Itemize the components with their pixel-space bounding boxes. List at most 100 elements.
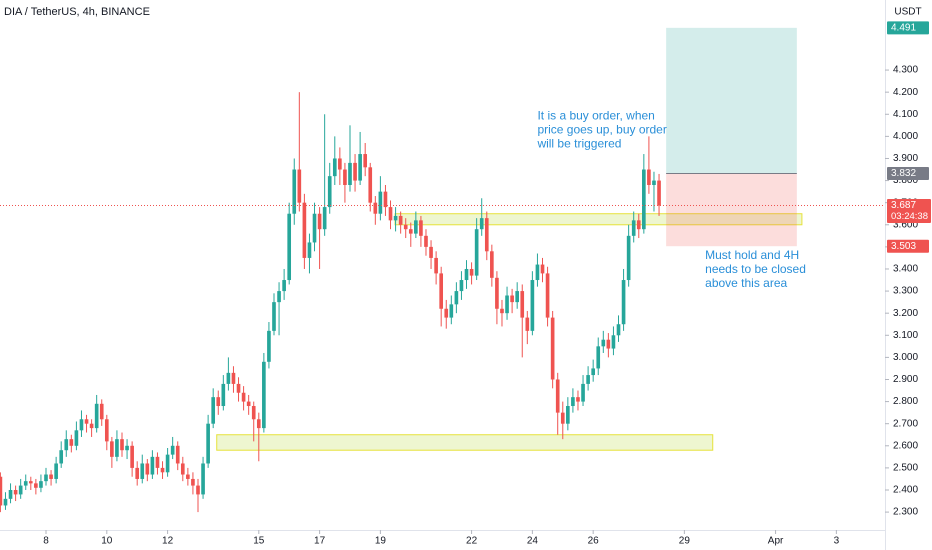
countdown-label: 03:24:38 xyxy=(891,211,928,222)
candle-body xyxy=(59,450,64,464)
candle-body xyxy=(408,229,413,234)
candle-body xyxy=(226,372,231,384)
candle-body xyxy=(251,406,256,420)
x-tick-label: 19 xyxy=(375,536,387,547)
unit-label: USDT xyxy=(894,7,921,18)
candle-body xyxy=(535,264,540,281)
candle-body xyxy=(206,423,210,464)
y-tick-label: 4.000 xyxy=(893,131,918,142)
candle-body xyxy=(576,397,580,402)
y-tick-label: 2.500 xyxy=(893,463,918,474)
annotation-text: It is a buy order, when xyxy=(537,109,654,123)
x-tick-label: 3 xyxy=(834,536,840,547)
candle-body xyxy=(429,246,433,258)
candle-body xyxy=(13,489,18,495)
candle-body xyxy=(94,403,99,429)
stop-label: 3.503 xyxy=(891,241,916,252)
candle-body xyxy=(642,169,646,230)
candle-body xyxy=(464,268,469,281)
candle-body xyxy=(363,154,368,168)
candle-body xyxy=(287,213,292,281)
target-area xyxy=(666,27,797,174)
candle-body xyxy=(155,456,160,468)
stop-label-box xyxy=(887,239,929,253)
y-tick-label: 4.300 xyxy=(893,65,918,76)
candle-body xyxy=(186,474,190,479)
entry-label-box xyxy=(887,166,929,180)
candle-body xyxy=(398,215,403,225)
candle-body xyxy=(292,169,297,214)
candle-body xyxy=(560,412,565,424)
candle-body xyxy=(403,224,408,230)
y-tick-label: 2.600 xyxy=(893,440,918,451)
candle-body xyxy=(327,176,332,208)
annotation-text: Must hold and 4H xyxy=(705,248,799,262)
candle-body xyxy=(343,169,347,185)
candle-body xyxy=(175,445,180,464)
annotation-text: price goes up, buy order xyxy=(537,123,666,137)
candle-body xyxy=(495,277,499,309)
candle-body xyxy=(34,483,38,488)
candle-body xyxy=(652,180,656,185)
candle-body xyxy=(211,397,216,424)
candle-body xyxy=(241,392,246,402)
candle-body xyxy=(145,463,150,475)
annotation-text: needs to be closed xyxy=(705,262,806,276)
candle-body xyxy=(196,485,200,495)
target-label-box xyxy=(887,21,929,35)
candle-body xyxy=(479,218,484,230)
candle-body xyxy=(581,383,585,402)
x-tick-label: Apr xyxy=(768,536,784,547)
candle-body xyxy=(596,346,601,369)
candle-body xyxy=(358,154,362,181)
y-tick-label: 2.400 xyxy=(893,485,918,496)
candle-body xyxy=(104,419,109,442)
candle-body xyxy=(3,498,8,506)
candle-body xyxy=(626,235,631,281)
x-tick-label: 17 xyxy=(314,536,326,547)
current-price-label: 3.687 xyxy=(891,200,916,211)
y-tick-label: 3.100 xyxy=(893,330,918,341)
candle-body xyxy=(616,324,621,336)
y-tick-label: 2.300 xyxy=(893,507,918,518)
candle-body xyxy=(510,295,514,303)
candle-body xyxy=(89,423,94,429)
y-tick-label: 3.200 xyxy=(893,308,918,319)
candle-body xyxy=(125,445,129,451)
x-tick-label: 12 xyxy=(162,536,174,547)
candle-body xyxy=(54,463,58,479)
candle-body xyxy=(338,158,342,170)
candle-body xyxy=(469,268,474,276)
candle-body xyxy=(277,291,281,303)
candle-body xyxy=(424,235,428,247)
candle-body xyxy=(120,439,124,451)
candle-body xyxy=(18,485,23,495)
candle-body xyxy=(474,229,479,276)
candle-body xyxy=(353,162,357,181)
candle-body xyxy=(267,330,271,362)
candle-body xyxy=(383,191,388,208)
candle-body xyxy=(545,273,550,318)
candle-body xyxy=(657,180,661,206)
candle-body xyxy=(348,162,352,185)
candle-body xyxy=(601,339,606,347)
candle-body xyxy=(165,454,170,473)
candle-body xyxy=(566,406,570,424)
candle-body xyxy=(322,207,327,230)
y-tick-label: 3.300 xyxy=(893,286,918,297)
candle-body xyxy=(69,439,74,446)
x-tick-label: 8 xyxy=(43,536,49,547)
y-tick-label: 3.400 xyxy=(893,264,918,275)
target-label: 4.491 xyxy=(891,22,916,33)
candle-body xyxy=(525,317,530,331)
candle-body xyxy=(484,218,489,252)
y-tick-label: 3.600 xyxy=(893,219,918,230)
candle-body xyxy=(110,441,114,457)
candle-body xyxy=(621,280,626,325)
candle-body xyxy=(312,213,317,243)
candle-body xyxy=(307,242,312,258)
y-tick-label: 3.800 xyxy=(893,175,918,186)
candle-body xyxy=(272,302,276,331)
